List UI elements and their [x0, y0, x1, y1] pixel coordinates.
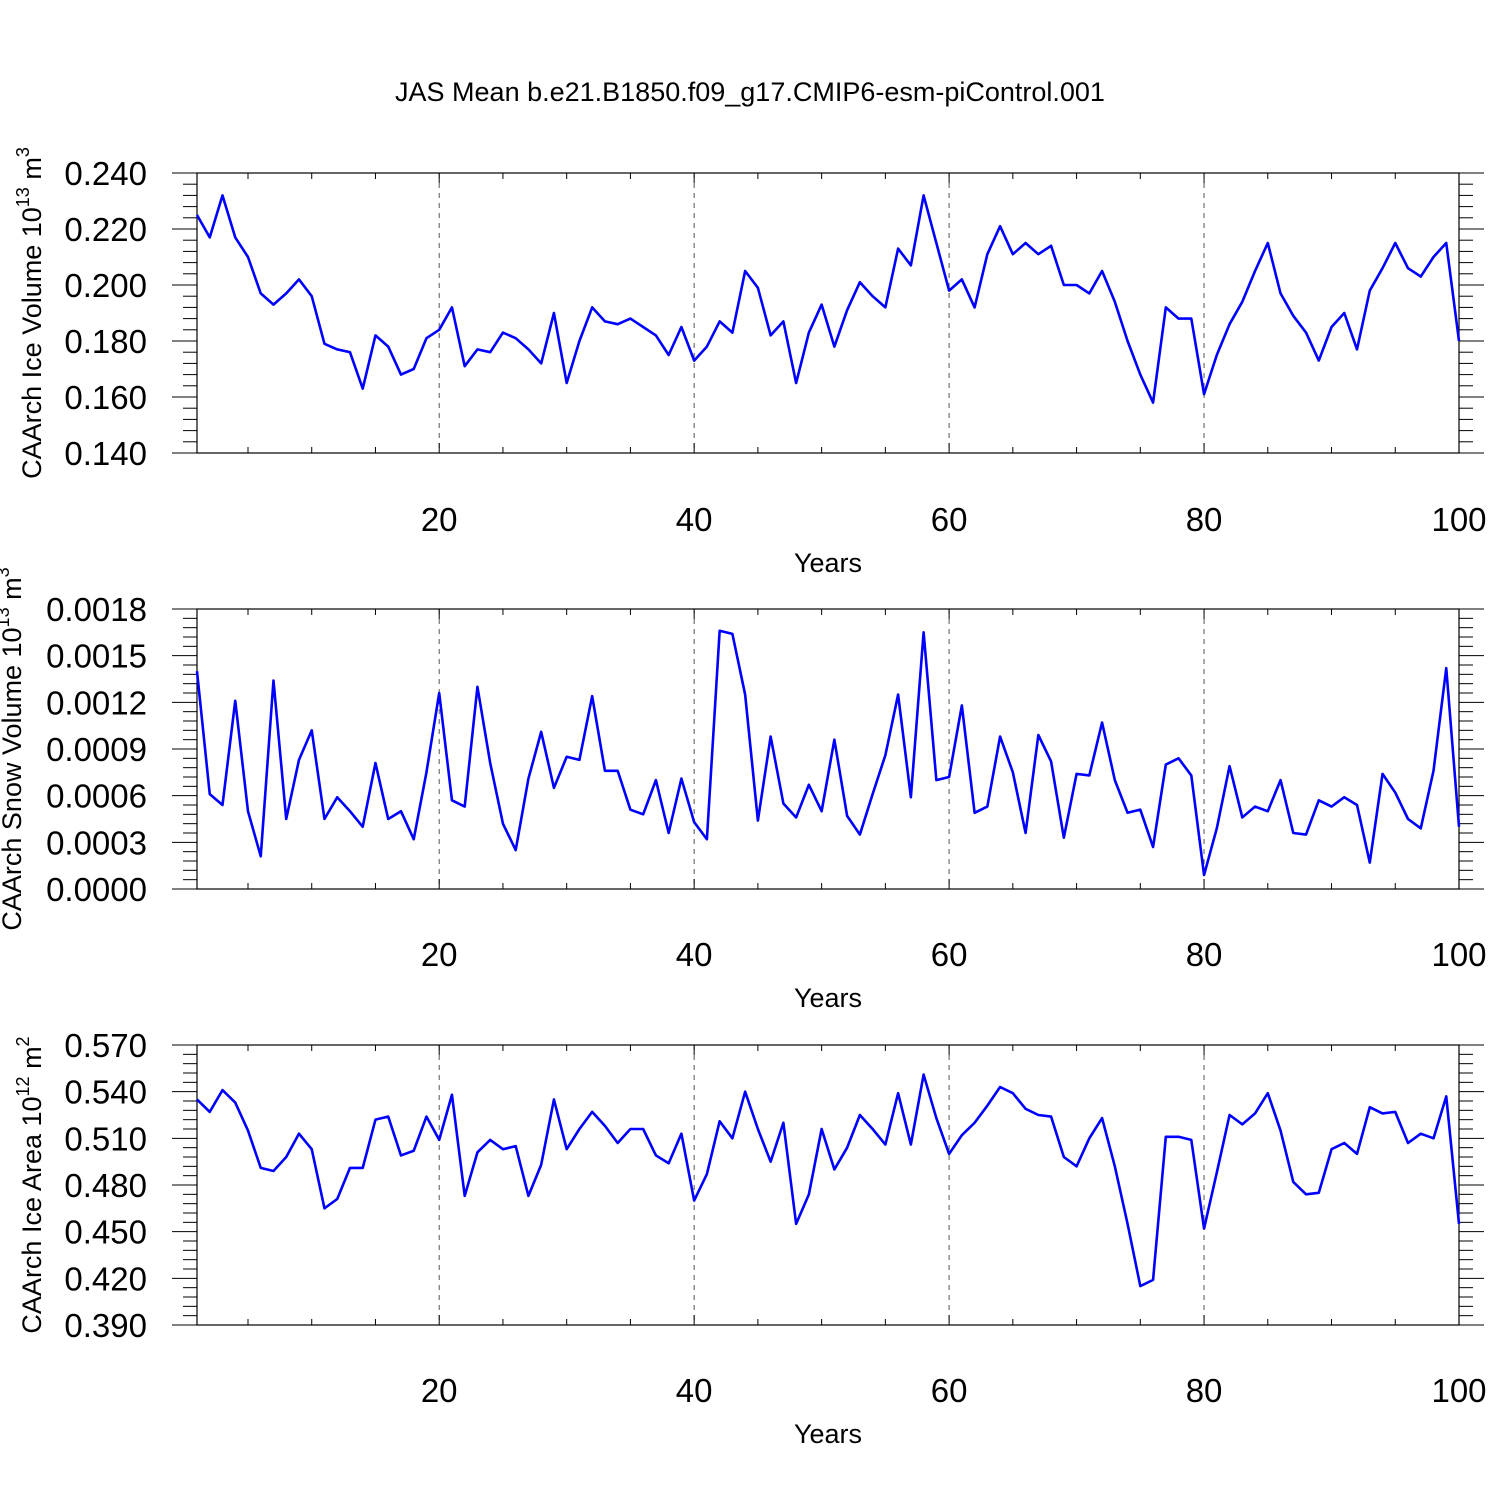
panel-ice-area: Years CAArch Ice Area 1012 m2 0.390 0.420… [13, 1027, 1487, 1449]
y-axis-label: CAArch Ice Area 1012 m2 [13, 1036, 47, 1333]
x-tick-label: 40 [676, 936, 713, 973]
y-tick-label: 0.450 [64, 1214, 147, 1251]
x-tick-label: 40 [676, 501, 713, 538]
y-tick-label: 0.180 [64, 323, 147, 360]
panel-ice-volume: Years CAArch Ice Volume 1013 m3 0.140 0.1… [13, 147, 1487, 578]
y-axis-label: CAArch Ice Volume 1013 m3 [13, 147, 47, 479]
y-tick-label: 0.480 [64, 1167, 147, 1204]
y-tick-label: 0.0009 [46, 731, 147, 768]
x-axis-label: Years [794, 983, 862, 1013]
y-tick-label: 0.140 [64, 435, 147, 472]
x-tick-label: 60 [931, 501, 968, 538]
plot-frame [196, 172, 1460, 454]
plot-frame [196, 608, 1460, 890]
y-tick-label: 0.0006 [46, 778, 147, 815]
y-tick-label: 0.0018 [46, 591, 147, 628]
x-tick-label: 20 [421, 936, 458, 973]
y-tick-label: 0.570 [64, 1027, 147, 1064]
x-tick-label: 60 [931, 936, 968, 973]
x-tick-label: 20 [421, 501, 458, 538]
y-tick-label: 0.390 [64, 1307, 147, 1344]
y-tick-label: 0.240 [64, 155, 147, 192]
x-tick-label: 80 [1186, 1372, 1223, 1409]
y-tick-label: 0.420 [64, 1260, 147, 1297]
series-line [196, 1073, 1461, 1288]
plot-frame [196, 1044, 1460, 1326]
x-tick-label: 100 [1431, 936, 1486, 973]
x-tick-label: 80 [1186, 936, 1223, 973]
x-tick-label: 20 [421, 1372, 458, 1409]
x-tick-label: 40 [676, 1372, 713, 1409]
x-axis-label: Years [794, 1419, 862, 1449]
panel-snow-volume: Years CAArch Snow Volume 1013 m3 0.0000 0… [0, 567, 1487, 1013]
y-tick-label: 0.0015 [46, 638, 147, 675]
series-line [195, 629, 1461, 877]
y-tick-label: 0.0012 [46, 684, 147, 721]
x-tick-label: 60 [931, 1372, 968, 1409]
y-tick-label: 0.160 [64, 379, 147, 416]
y-tick-label: 0.0003 [46, 824, 147, 861]
y-tick-label: 0.510 [64, 1120, 147, 1157]
x-tick-label: 100 [1431, 1372, 1486, 1409]
y-tick-label: 0.0000 [46, 871, 147, 908]
chart-title: JAS Mean b.e21.B1850.f09_g17.CMIP6-esm-p… [395, 77, 1105, 107]
x-axis-label: Years [794, 548, 862, 578]
x-tick-label: 80 [1186, 501, 1223, 538]
x-tick-label: 100 [1431, 501, 1486, 538]
y-axis-label: CAArch Snow Volume 1013 m3 [0, 567, 27, 930]
y-tick-label: 0.540 [64, 1074, 147, 1111]
series-line [195, 194, 1461, 404]
y-tick-label: 0.220 [64, 211, 147, 248]
y-tick-label: 0.200 [64, 267, 147, 304]
